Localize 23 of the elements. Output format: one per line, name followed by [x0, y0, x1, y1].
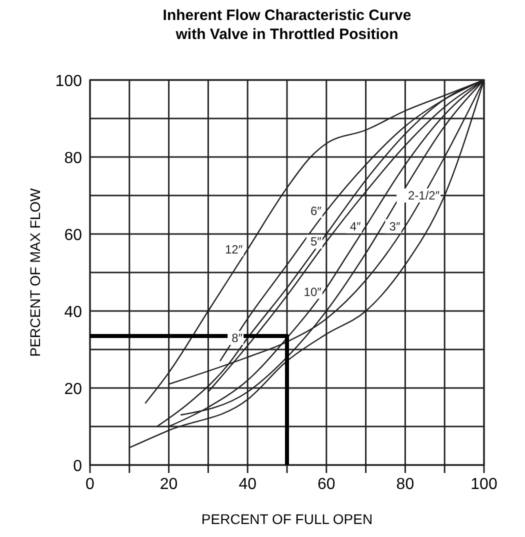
- annotation: 2-1/2″: [408, 188, 440, 202]
- x-axis-title: PERCENT OF FULL OPEN: [201, 511, 373, 527]
- y-tick-label: 0: [73, 458, 82, 475]
- annotation: 8″: [232, 330, 244, 345]
- y-tick-label: 100: [55, 73, 82, 90]
- chart-title: Inherent Flow Characteristic Curve with Valve in Throttled Position: [162, 7, 412, 43]
- x-tick-label: 0: [86, 476, 95, 493]
- x-tick-label: 20: [160, 476, 178, 493]
- x-tick-label: 60: [318, 476, 336, 493]
- x-tick-label: 40: [238, 476, 257, 493]
- annotation: 6″: [310, 204, 322, 218]
- annotation: 3″: [389, 219, 401, 234]
- y-tick-label: 40: [64, 304, 82, 321]
- y-tick-label: 60: [64, 227, 82, 244]
- y-tick-label: 80: [64, 150, 82, 167]
- annotation: 10″: [304, 284, 322, 299]
- x-tick-label: 100: [470, 476, 498, 493]
- annotation: 12″: [224, 242, 244, 256]
- y-tick-label: 20: [64, 381, 82, 398]
- annotation: 4″: [350, 219, 362, 234]
- annotation: 5″: [310, 234, 322, 249]
- x-tick-label: 80: [396, 476, 414, 493]
- y-axis-title: PERCENT OF MAX FLOW: [27, 187, 43, 357]
